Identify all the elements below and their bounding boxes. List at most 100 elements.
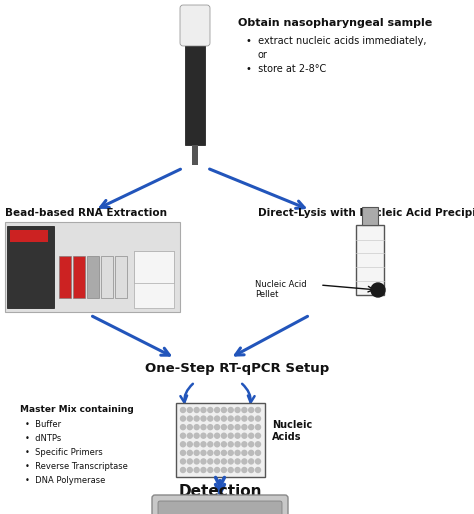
Circle shape — [221, 416, 227, 421]
Circle shape — [249, 442, 254, 447]
Circle shape — [221, 425, 227, 430]
Circle shape — [255, 433, 261, 438]
Circle shape — [228, 408, 233, 413]
Circle shape — [215, 442, 219, 447]
Circle shape — [201, 416, 206, 421]
FancyBboxPatch shape — [10, 230, 48, 242]
Circle shape — [215, 433, 219, 438]
FancyBboxPatch shape — [59, 256, 71, 298]
FancyBboxPatch shape — [115, 256, 127, 298]
Circle shape — [215, 450, 219, 455]
Circle shape — [181, 468, 185, 472]
Circle shape — [249, 433, 254, 438]
Text: Detection: Detection — [178, 484, 262, 499]
FancyBboxPatch shape — [176, 403, 265, 477]
Text: Direct-Lysis with Nucleic Acid Precipitation: Direct-Lysis with Nucleic Acid Precipita… — [258, 208, 474, 218]
Circle shape — [187, 442, 192, 447]
Circle shape — [208, 468, 213, 472]
Circle shape — [201, 450, 206, 455]
Circle shape — [194, 408, 199, 413]
Circle shape — [187, 425, 192, 430]
Circle shape — [187, 468, 192, 472]
Circle shape — [201, 459, 206, 464]
Text: Master Mix containing: Master Mix containing — [20, 405, 134, 414]
Circle shape — [181, 425, 185, 430]
Circle shape — [235, 433, 240, 438]
Circle shape — [187, 408, 192, 413]
Circle shape — [255, 408, 261, 413]
Circle shape — [187, 433, 192, 438]
Circle shape — [208, 433, 213, 438]
Circle shape — [181, 433, 185, 438]
Circle shape — [208, 416, 213, 421]
Circle shape — [201, 442, 206, 447]
Circle shape — [201, 425, 206, 430]
Circle shape — [228, 468, 233, 472]
FancyBboxPatch shape — [87, 256, 99, 298]
Text: Obtain nasopharyngeal sample: Obtain nasopharyngeal sample — [238, 18, 432, 28]
Circle shape — [242, 442, 247, 447]
Circle shape — [201, 433, 206, 438]
Circle shape — [201, 408, 206, 413]
Circle shape — [187, 416, 192, 421]
Circle shape — [194, 416, 199, 421]
Circle shape — [242, 468, 247, 472]
Circle shape — [235, 468, 240, 472]
Circle shape — [221, 450, 227, 455]
FancyBboxPatch shape — [192, 145, 198, 165]
Circle shape — [208, 450, 213, 455]
Circle shape — [208, 442, 213, 447]
Circle shape — [181, 450, 185, 455]
Text: •  DNA Polymerase: • DNA Polymerase — [25, 476, 105, 485]
Circle shape — [208, 425, 213, 430]
Circle shape — [228, 442, 233, 447]
Circle shape — [242, 425, 247, 430]
FancyBboxPatch shape — [158, 501, 282, 514]
Text: •  extract nucleic acids immediately,: • extract nucleic acids immediately, — [246, 36, 427, 46]
Circle shape — [255, 416, 261, 421]
Circle shape — [235, 416, 240, 421]
FancyBboxPatch shape — [73, 256, 85, 298]
Circle shape — [249, 450, 254, 455]
Circle shape — [228, 425, 233, 430]
Text: Nucleic Acid
Pellet: Nucleic Acid Pellet — [255, 280, 307, 299]
Circle shape — [235, 442, 240, 447]
Text: •  dNTPs: • dNTPs — [25, 434, 61, 443]
FancyBboxPatch shape — [356, 225, 384, 295]
Text: Nucleic
Acids: Nucleic Acids — [272, 420, 312, 442]
Circle shape — [194, 450, 199, 455]
Circle shape — [201, 468, 206, 472]
Text: •  Specific Primers: • Specific Primers — [25, 448, 103, 457]
FancyBboxPatch shape — [5, 222, 180, 312]
Circle shape — [215, 408, 219, 413]
Circle shape — [181, 459, 185, 464]
Circle shape — [228, 433, 233, 438]
Circle shape — [215, 459, 219, 464]
Text: One-Step RT-qPCR Setup: One-Step RT-qPCR Setup — [145, 362, 329, 375]
Circle shape — [242, 450, 247, 455]
Circle shape — [235, 459, 240, 464]
Circle shape — [255, 442, 261, 447]
Circle shape — [215, 468, 219, 472]
Circle shape — [187, 450, 192, 455]
Circle shape — [249, 408, 254, 413]
Circle shape — [235, 408, 240, 413]
Circle shape — [242, 408, 247, 413]
Circle shape — [255, 450, 261, 455]
Circle shape — [255, 459, 261, 464]
Circle shape — [371, 283, 385, 297]
Text: •  Reverse Transcriptase: • Reverse Transcriptase — [25, 462, 128, 471]
Circle shape — [194, 433, 199, 438]
Circle shape — [208, 459, 213, 464]
FancyBboxPatch shape — [180, 5, 210, 46]
Text: •  Buffer: • Buffer — [25, 420, 61, 429]
FancyBboxPatch shape — [362, 207, 378, 225]
Circle shape — [221, 459, 227, 464]
Circle shape — [181, 408, 185, 413]
Circle shape — [249, 425, 254, 430]
Circle shape — [249, 468, 254, 472]
Circle shape — [235, 425, 240, 430]
FancyBboxPatch shape — [134, 251, 174, 283]
Circle shape — [235, 450, 240, 455]
Circle shape — [208, 408, 213, 413]
